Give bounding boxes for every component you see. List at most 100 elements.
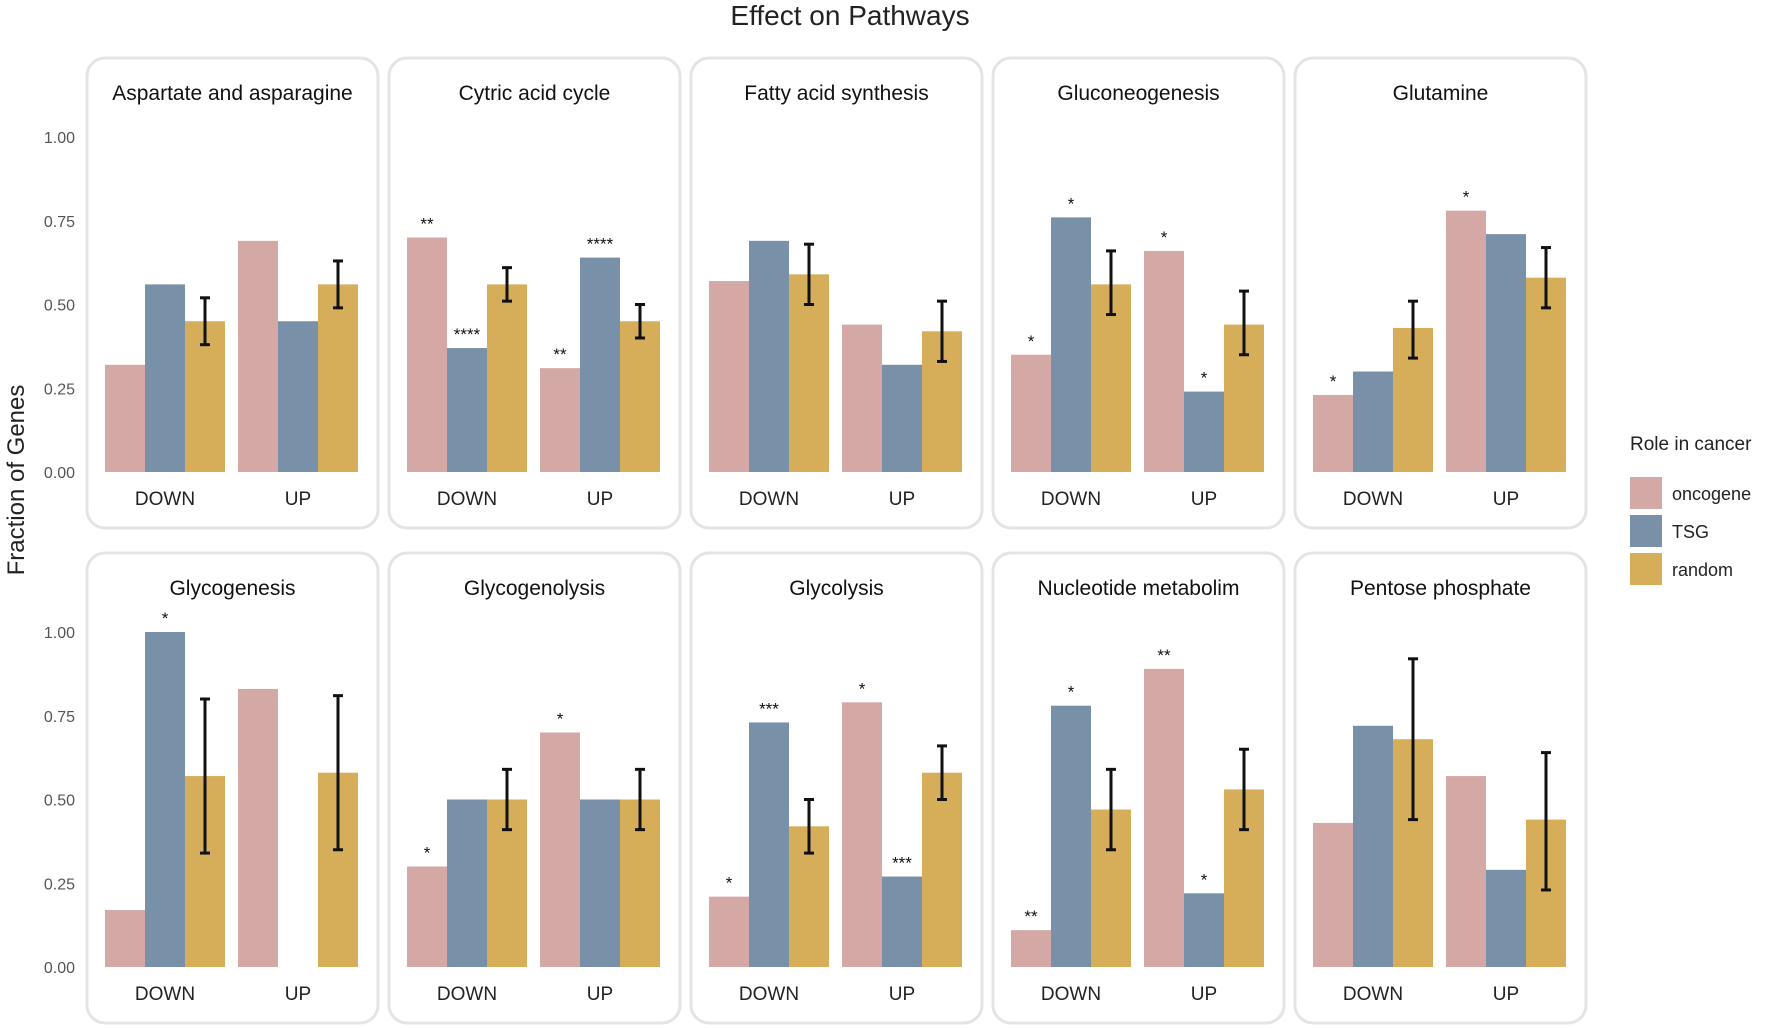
bar-oncogene	[1011, 930, 1051, 967]
bar-TSG	[447, 348, 487, 472]
panel-8: Glycolysis****DOWN****UP	[689, 551, 984, 1025]
significance-label: **	[1024, 907, 1038, 926]
panel-title: Gluconeogenesis	[1057, 82, 1219, 105]
legend: Role in cancer oncogene TSG random	[1630, 434, 1752, 585]
bar-TSG	[1184, 893, 1224, 967]
y-tick-label: 0.00	[44, 465, 75, 482]
bar-oncogene	[1446, 210, 1486, 472]
x-tick-label: DOWN	[1041, 984, 1101, 1005]
significance-label: *	[424, 844, 431, 863]
bar-random	[487, 284, 527, 472]
significance-label: ****	[454, 325, 481, 344]
bar-TSG	[1353, 725, 1393, 967]
x-tick-label: DOWN	[739, 489, 799, 510]
bar-random	[789, 274, 829, 472]
panel-9: Nucleotide metabolim***DOWN***UP	[991, 551, 1286, 1025]
panel-4: Gluconeogenesis * * DOWN * * UP	[991, 56, 1286, 530]
bar-TSG	[1051, 705, 1091, 967]
y-tick-label: 0.50	[44, 298, 75, 315]
significance-label: **	[1157, 646, 1171, 665]
x-tick-label: UP	[285, 489, 311, 510]
panel-title: Glutamine	[1393, 82, 1489, 105]
bar-oncogene	[709, 896, 749, 967]
significance-label: *	[1201, 369, 1208, 388]
significance-label: *	[162, 609, 169, 628]
bar-random	[620, 321, 660, 472]
panel-title: Nucleotide metabolim	[1038, 577, 1240, 600]
x-tick-label: UP	[285, 984, 311, 1005]
panel-10: Pentose phosphate DOWN UP	[1293, 551, 1588, 1025]
panel-title: Glycolysis	[789, 577, 884, 600]
x-tick-label: UP	[1493, 489, 1519, 510]
legend-title: Role in cancer	[1630, 434, 1752, 455]
bar-TSG	[1486, 234, 1526, 472]
panel-grid: Aspartate and asparagine DOWN UP 0.00 0.25 0.…	[44, 56, 1588, 1025]
x-tick-label: DOWN	[1343, 489, 1403, 510]
significance-label: *	[1463, 188, 1470, 207]
y-tick-label: 1.00	[44, 625, 75, 642]
bar-TSG	[1184, 391, 1224, 472]
y-tick-label: 0.50	[44, 793, 75, 810]
bar-oncogene	[407, 237, 447, 472]
bar-random	[922, 772, 962, 967]
significance-label: ***	[892, 854, 912, 873]
y-tick-label: 1.00	[44, 130, 75, 147]
bar-oncogene	[842, 702, 882, 967]
y-tick-label: 0.25	[44, 381, 75, 398]
legend-swatch-TSG	[1630, 515, 1662, 547]
bar-oncogene	[1011, 354, 1051, 472]
x-tick-label: DOWN	[739, 984, 799, 1005]
significance-label: *	[1028, 332, 1035, 351]
significance-label: *	[726, 874, 733, 893]
significance-label: **	[553, 345, 567, 364]
bar-random	[185, 321, 225, 472]
bar-oncogene	[842, 324, 882, 472]
bar-oncogene	[407, 866, 447, 967]
x-tick-label: UP	[889, 489, 915, 510]
bar-TSG	[580, 799, 620, 967]
bar-oncogene	[238, 240, 278, 472]
bar-TSG	[145, 284, 185, 472]
bar-oncogene	[1144, 668, 1184, 967]
legend-label-random: random	[1672, 560, 1733, 580]
bar-TSG	[278, 321, 318, 472]
x-tick-label: DOWN	[1041, 489, 1101, 510]
y-tick-label: 0.75	[44, 709, 75, 726]
y-tick-label: 0.25	[44, 876, 75, 893]
panel-title: Aspartate and asparagine	[112, 82, 353, 105]
panel-title: Pentose phosphate	[1350, 577, 1531, 600]
bar-TSG	[749, 240, 789, 472]
significance-label: ***	[759, 699, 779, 718]
bar-TSG	[145, 632, 185, 967]
bar-oncogene	[1144, 250, 1184, 472]
panel-title: Fatty acid synthesis	[744, 82, 928, 105]
significance-label: *	[557, 710, 564, 729]
significance-label: ****	[587, 235, 614, 254]
panel-title: Cytric acid cycle	[459, 82, 611, 105]
bar-TSG	[749, 722, 789, 967]
bar-oncogene	[105, 910, 145, 967]
panel-title: Glycogenolysis	[464, 577, 605, 600]
x-tick-label: UP	[1493, 984, 1519, 1005]
significance-label: *	[1161, 228, 1168, 247]
bar-TSG	[580, 257, 620, 472]
x-tick-label: DOWN	[135, 489, 195, 510]
x-tick-label: DOWN	[437, 984, 497, 1005]
bar-oncogene	[540, 732, 580, 967]
panel-title: Glycogenesis	[169, 577, 295, 600]
bar-random	[1526, 277, 1566, 472]
y-axis-label: Fraction of Genes	[3, 385, 30, 576]
bar-TSG	[1353, 371, 1393, 472]
x-tick-label: DOWN	[135, 984, 195, 1005]
panel-2: Cytric acid cycle******DOWN******UP	[387, 56, 682, 530]
y-tick-label: 0.00	[44, 960, 75, 977]
x-tick-label: DOWN	[1343, 984, 1403, 1005]
panel-5: Glutamine * DOWN * UP	[1293, 56, 1588, 530]
significance-label: *	[1068, 194, 1075, 213]
legend-swatch-oncogene	[1630, 477, 1662, 509]
bar-TSG	[447, 799, 487, 967]
x-tick-label: UP	[1191, 489, 1217, 510]
significance-label: *	[1201, 870, 1208, 889]
bar-oncogene	[1446, 776, 1486, 967]
